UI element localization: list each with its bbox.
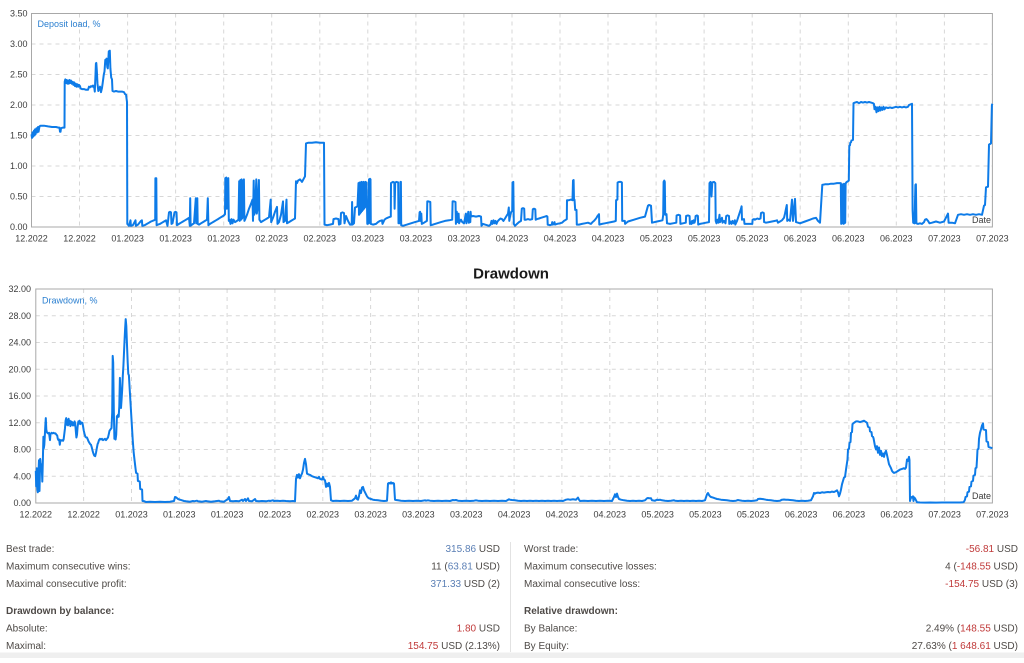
- svg-text:2.00: 2.00: [10, 100, 28, 110]
- svg-text:Relative drawdown:: Relative drawdown:: [524, 606, 618, 617]
- svg-text:11 (63.81 USD): 11 (63.81 USD): [431, 562, 500, 573]
- svg-text:03.2023: 03.2023: [354, 510, 387, 520]
- svg-text:By Balance:: By Balance:: [524, 624, 577, 635]
- svg-text:3.00: 3.00: [10, 39, 28, 49]
- svg-text:01.2023: 01.2023: [207, 234, 240, 244]
- svg-text:Absolute:: Absolute:: [6, 624, 48, 635]
- svg-text:2.50: 2.50: [10, 70, 28, 80]
- svg-text:1.80 USD: 1.80 USD: [457, 624, 500, 635]
- svg-text:27.63% (1 648.61 USD): 27.63% (1 648.61 USD): [912, 641, 1018, 652]
- svg-text:06.2023: 06.2023: [785, 510, 818, 520]
- svg-text:Worst trade:: Worst trade:: [524, 544, 578, 555]
- svg-text:Date: Date: [972, 491, 991, 501]
- svg-text:07.2023: 07.2023: [928, 234, 961, 244]
- svg-text:03.2023: 03.2023: [450, 510, 483, 520]
- svg-text:04.2023: 04.2023: [498, 510, 531, 520]
- svg-text:315.86 USD: 315.86 USD: [446, 544, 501, 555]
- svg-text:07.2023: 07.2023: [976, 510, 1009, 520]
- svg-text:03.2023: 03.2023: [400, 234, 433, 244]
- svg-text:8.00: 8.00: [13, 445, 31, 455]
- svg-text:2.49% (148.55 USD): 2.49% (148.55 USD): [926, 624, 1018, 635]
- svg-text:03.2023: 03.2023: [402, 510, 435, 520]
- svg-text:04.2023: 04.2023: [592, 234, 625, 244]
- svg-text:28.00: 28.00: [8, 311, 31, 321]
- svg-text:02.2023: 02.2023: [304, 234, 337, 244]
- svg-text:02.2023: 02.2023: [259, 510, 292, 520]
- svg-text:Deposit load, %: Deposit load, %: [38, 19, 101, 29]
- svg-text:04.2023: 04.2023: [594, 510, 627, 520]
- svg-text:3.50: 3.50: [10, 9, 28, 19]
- svg-text:12.2022: 12.2022: [20, 510, 53, 520]
- svg-text:Maximal:: Maximal:: [6, 641, 46, 652]
- svg-text:06.2023: 06.2023: [832, 234, 865, 244]
- svg-text:03.2023: 03.2023: [448, 234, 481, 244]
- svg-text:06.2023: 06.2023: [833, 510, 866, 520]
- svg-text:03.2023: 03.2023: [352, 234, 385, 244]
- svg-text:01.2023: 01.2023: [211, 510, 244, 520]
- svg-text:12.2022: 12.2022: [15, 234, 48, 244]
- svg-text:0.50: 0.50: [10, 192, 28, 202]
- svg-text:04.2023: 04.2023: [544, 234, 577, 244]
- svg-text:Best trade:: Best trade:: [6, 544, 54, 555]
- svg-text:01.2023: 01.2023: [115, 510, 148, 520]
- svg-text:0.00: 0.00: [13, 498, 31, 508]
- svg-text:02.2023: 02.2023: [307, 510, 340, 520]
- svg-text:Maximum consecutive wins:: Maximum consecutive wins:: [6, 562, 130, 573]
- svg-text:12.2022: 12.2022: [63, 234, 96, 244]
- svg-text:04.2023: 04.2023: [496, 234, 529, 244]
- svg-text:02.2023: 02.2023: [255, 234, 288, 244]
- svg-text:0.00: 0.00: [10, 222, 28, 232]
- svg-text:Maximal consecutive profit:: Maximal consecutive profit:: [6, 579, 127, 590]
- svg-text:05.2023: 05.2023: [736, 234, 769, 244]
- svg-text:Maximal consecutive loss:: Maximal consecutive loss:: [524, 579, 640, 590]
- svg-text:05.2023: 05.2023: [737, 510, 770, 520]
- svg-text:-56.81 USD: -56.81 USD: [966, 544, 1018, 555]
- svg-text:Drawdown by balance:: Drawdown by balance:: [6, 606, 114, 617]
- svg-text:05.2023: 05.2023: [688, 234, 721, 244]
- svg-text:-154.75 USD (3): -154.75 USD (3): [945, 579, 1018, 590]
- svg-text:By Equity:: By Equity:: [524, 641, 569, 652]
- svg-text:06.2023: 06.2023: [784, 234, 817, 244]
- svg-text:1.00: 1.00: [10, 161, 28, 171]
- svg-text:05.2023: 05.2023: [641, 510, 674, 520]
- svg-text:Drawdown: Drawdown: [473, 266, 549, 283]
- svg-text:1.50: 1.50: [10, 131, 28, 141]
- svg-text:4.00: 4.00: [13, 471, 31, 481]
- svg-text:05.2023: 05.2023: [689, 510, 722, 520]
- svg-text:154.75 USD (2.13%): 154.75 USD (2.13%): [408, 641, 500, 652]
- svg-text:01.2023: 01.2023: [111, 234, 144, 244]
- svg-text:32.00: 32.00: [8, 284, 31, 294]
- svg-text:12.00: 12.00: [8, 418, 31, 428]
- svg-text:05.2023: 05.2023: [640, 234, 673, 244]
- svg-text:06.2023: 06.2023: [880, 510, 913, 520]
- svg-text:Date: Date: [972, 215, 991, 225]
- svg-text:24.00: 24.00: [8, 338, 31, 348]
- svg-text:Drawdown, %: Drawdown, %: [42, 296, 98, 306]
- svg-text:07.2023: 07.2023: [928, 510, 961, 520]
- svg-text:01.2023: 01.2023: [159, 234, 192, 244]
- svg-text:4 (-148.55 USD): 4 (-148.55 USD): [945, 562, 1018, 573]
- svg-text:371.33 USD (2): 371.33 USD (2): [431, 579, 501, 590]
- svg-text:01.2023: 01.2023: [163, 510, 196, 520]
- svg-text:12.2022: 12.2022: [67, 510, 100, 520]
- svg-text:07.2023: 07.2023: [976, 234, 1009, 244]
- svg-text:06.2023: 06.2023: [880, 234, 913, 244]
- svg-text:16.00: 16.00: [8, 391, 31, 401]
- svg-text:Maximum consecutive losses:: Maximum consecutive losses:: [524, 562, 657, 573]
- svg-text:04.2023: 04.2023: [546, 510, 579, 520]
- svg-text:20.00: 20.00: [8, 364, 31, 374]
